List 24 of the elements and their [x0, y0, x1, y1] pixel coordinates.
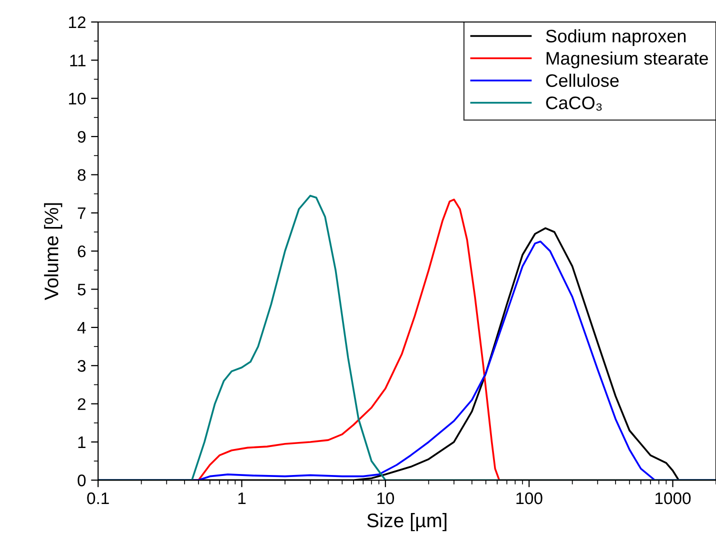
x-axis-title: Size [µm]	[367, 513, 446, 532]
x-tick-label: 100	[516, 492, 542, 504]
y-tick-label: 5	[78, 284, 86, 296]
y-tick-label: 2	[78, 398, 86, 410]
y-tick-label: 11	[70, 54, 86, 66]
y-tick-label: 10	[69, 92, 86, 105]
legend-label: Magnesium stearate	[546, 51, 708, 68]
y-tick-label: 9	[78, 130, 86, 143]
y-axis-title: Volume [%]	[44, 203, 62, 300]
legend-label: CaCO₃	[546, 96, 602, 111]
legend-label: Cellulose	[546, 74, 619, 87]
y-tick-label: 0	[78, 474, 86, 486]
x-tick-label: 1000	[655, 492, 691, 504]
x-tick-label: 1	[238, 492, 246, 504]
y-tick-label: 3	[78, 360, 86, 372]
y-tick-label: 8	[78, 169, 86, 181]
y-tick-label: 7	[78, 207, 86, 219]
y-tick-label: 12	[69, 16, 86, 28]
y-tick-label: 4	[77, 322, 86, 334]
y-tick-label: 1	[78, 436, 86, 448]
x-tick-label: 10	[377, 492, 394, 504]
legend-label: Sodium naproxen	[546, 29, 686, 46]
x-tick-label: 0.1	[87, 492, 109, 504]
y-tick-label: 6	[78, 245, 86, 258]
